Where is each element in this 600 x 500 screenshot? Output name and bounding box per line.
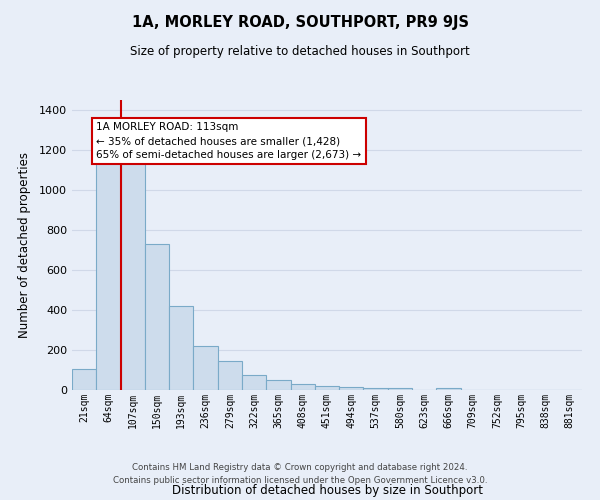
X-axis label: Distribution of detached houses by size in Southport: Distribution of detached houses by size …: [172, 484, 482, 496]
Bar: [72, 368, 96, 390]
Bar: [193, 346, 218, 390]
Bar: [96, 159, 121, 390]
Bar: [266, 380, 290, 390]
Bar: [121, 159, 145, 390]
Bar: [242, 376, 266, 390]
Text: Size of property relative to detached houses in Southport: Size of property relative to detached ho…: [130, 45, 470, 58]
Y-axis label: Number of detached properties: Number of detached properties: [17, 152, 31, 338]
Text: 1A MORLEY ROAD: 113sqm
← 35% of detached houses are smaller (1,428)
65% of semi-: 1A MORLEY ROAD: 113sqm ← 35% of detached…: [96, 122, 361, 160]
Bar: [145, 244, 169, 390]
Text: Contains HM Land Registry data © Crown copyright and database right 2024.
Contai: Contains HM Land Registry data © Crown c…: [113, 464, 487, 485]
Text: 1A, MORLEY ROAD, SOUTHPORT, PR9 9JS: 1A, MORLEY ROAD, SOUTHPORT, PR9 9JS: [131, 15, 469, 30]
Bar: [218, 360, 242, 390]
Bar: [388, 388, 412, 390]
Bar: [315, 386, 339, 390]
Bar: [364, 388, 388, 390]
Bar: [339, 387, 364, 390]
Bar: [436, 388, 461, 390]
Bar: [290, 384, 315, 390]
Bar: [169, 306, 193, 390]
